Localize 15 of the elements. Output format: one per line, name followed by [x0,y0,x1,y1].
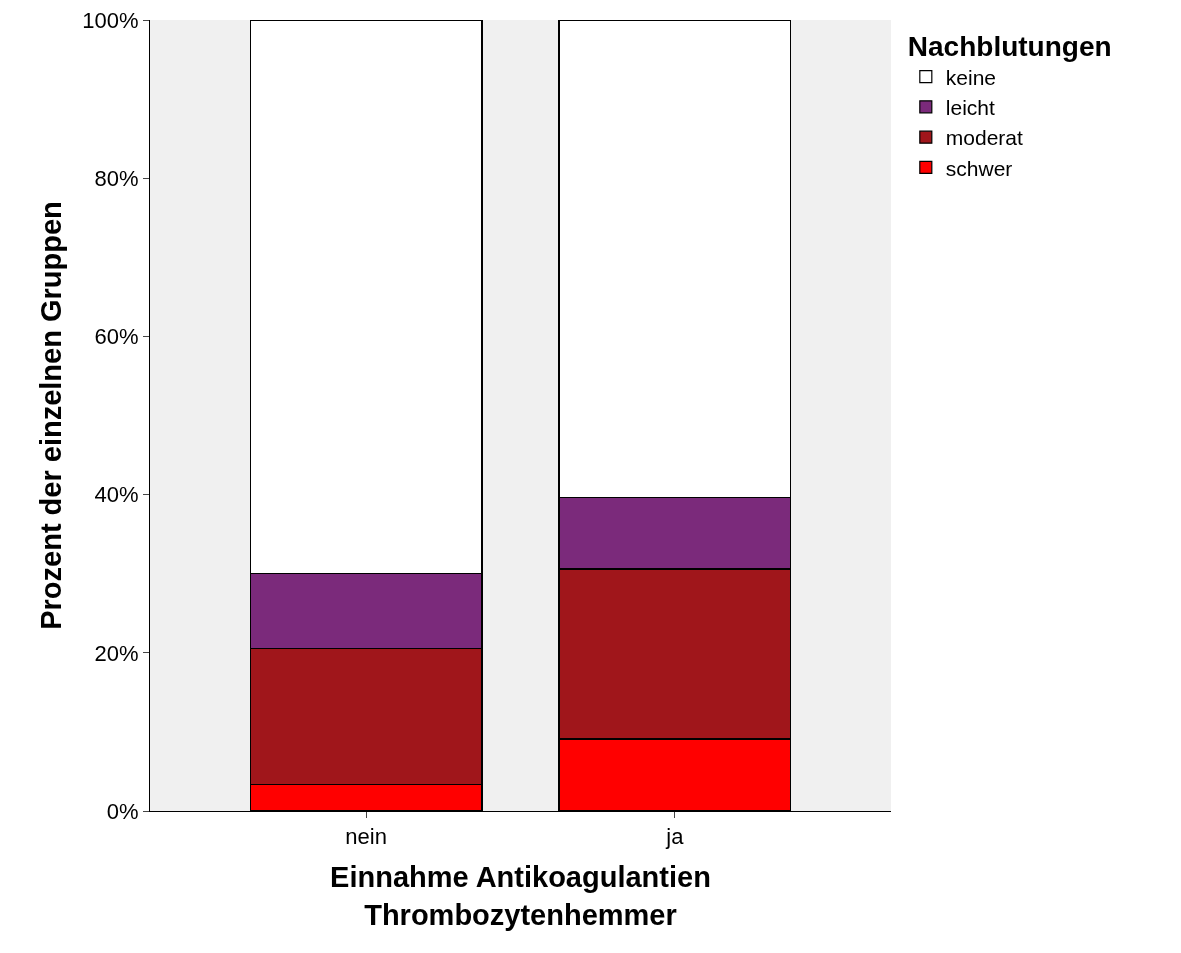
y-tick-label: 40% [94,482,139,508]
legend-title: Nachblutungen [907,31,1112,63]
y-tick-label: 60% [94,324,139,350]
x-axis-title: Einnahme Antikoagulantien Thrombozytenhemmer [330,861,711,931]
legend-label: moderat [945,126,1024,150]
y-tick-label: 100% [82,7,139,33]
y-tick-label: 0% [106,798,139,824]
y-axis-title: Prozent der einzelnen Gruppen [34,201,67,630]
legend-label: schwer [945,156,1013,180]
legend-label: leicht [945,96,996,120]
x-tick-label: nein [345,824,387,850]
x-tick-label: ja [665,824,685,850]
legend-label: keine [945,65,997,89]
y-tick-label: 20% [94,640,139,666]
y-tick-label: 80% [94,165,139,191]
